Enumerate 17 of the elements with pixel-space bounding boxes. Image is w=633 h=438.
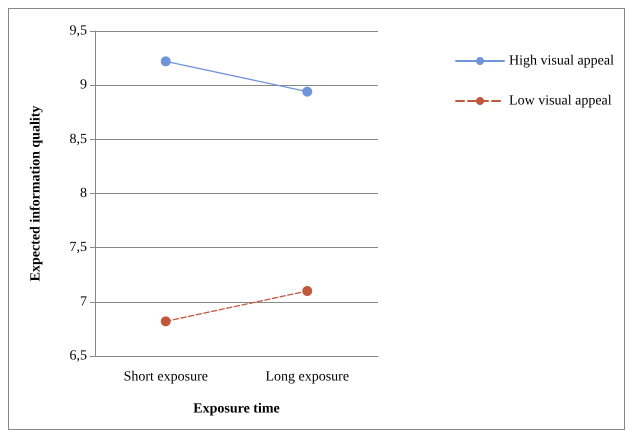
- y-tick-label: 8: [80, 186, 87, 201]
- y-tick-label: 9,5: [70, 24, 87, 38]
- y-tick-label: 6,5: [70, 348, 87, 364]
- y-tick-label: 8,5: [70, 132, 87, 147]
- point: [302, 86, 312, 97]
- y-axis-title: Expected information quality: [28, 106, 44, 282]
- legend-label: High visual appeal: [509, 54, 614, 68]
- x-axis-title: Exposure time: [193, 402, 280, 416]
- y-tick-label: 7,5: [70, 240, 87, 256]
- point: [302, 286, 312, 296]
- y-tick-label: 9: [80, 78, 87, 93]
- point: [160, 316, 171, 326]
- x-tick-label: Long exposure: [265, 370, 350, 384]
- x-tick-label: Short exposure: [124, 370, 208, 384]
- point: [160, 56, 171, 66]
- legend-label: Low visual appeal: [509, 94, 612, 108]
- y-tick-label: 7: [80, 294, 87, 310]
